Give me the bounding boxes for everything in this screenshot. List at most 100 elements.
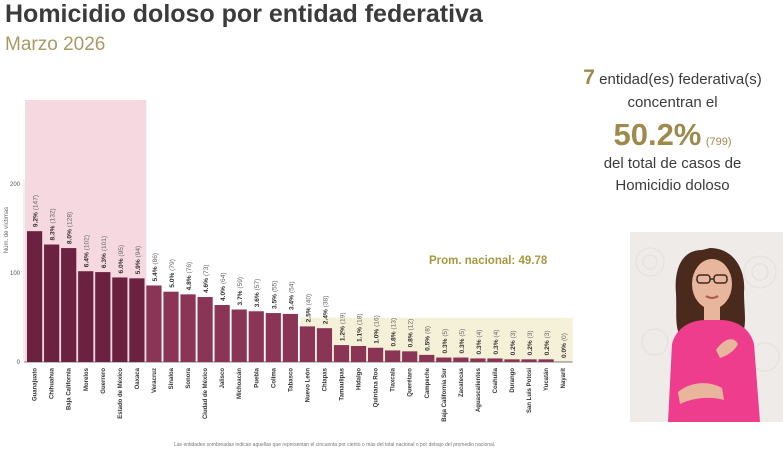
bar <box>95 272 111 362</box>
category-label: Puebla <box>254 367 260 387</box>
bar <box>248 311 264 362</box>
bar-value-label: 0.2% (3) <box>527 330 534 355</box>
summary-line2: concentran el <box>627 94 718 111</box>
bar-value-label: 1.2% (19) <box>340 312 347 341</box>
bar <box>538 359 554 362</box>
summary-line1: entidad(es) federativa(s) <box>599 71 762 88</box>
category-label: Veracruz <box>152 368 158 393</box>
bar <box>299 326 315 362</box>
national-average-label: Prom. nacional: 49.78 <box>429 255 548 267</box>
category-label: Nayarit <box>561 368 567 388</box>
bar <box>436 357 452 362</box>
category-label: Aguascalientes <box>476 367 482 412</box>
category-label: Campeche <box>425 367 431 398</box>
bar <box>61 248 77 362</box>
category-label: Estado de México <box>118 368 124 419</box>
bar <box>44 244 60 362</box>
y-tick-label: 0 <box>17 360 21 366</box>
bar-value-label: 5.4% (86) <box>152 253 159 282</box>
category-label: Ciudad de México <box>203 368 209 419</box>
bar-value-label: 6.3% (101) <box>101 236 108 268</box>
bar <box>265 313 281 362</box>
bar-value-label: 6.0% (95) <box>118 245 125 274</box>
bar-value-label: 3.5% (55) <box>271 280 278 309</box>
bar <box>385 350 401 362</box>
bar-value-label: 0.8% (12) <box>408 319 415 348</box>
bar <box>470 358 486 362</box>
bar-value-label: 4.0% (64) <box>220 272 227 301</box>
bar <box>27 231 43 362</box>
bar <box>487 358 503 362</box>
chart-subtitle: Marzo 2026 <box>5 34 106 55</box>
bar-value-label: 4.8% (76) <box>186 262 193 291</box>
bar-value-label: 1.1% (18) <box>357 313 364 342</box>
bar <box>282 313 298 362</box>
bar <box>350 345 367 362</box>
bar <box>180 294 196 362</box>
bar <box>214 305 230 362</box>
sign-language-interpreter <box>630 232 783 422</box>
category-label: Sonora <box>186 367 192 388</box>
category-label: Baja California <box>67 367 73 410</box>
category-label: Chiapas <box>322 367 328 391</box>
bar-value-label: 0.5% (8) <box>425 326 432 351</box>
bar-value-label: 0.3% (5) <box>459 329 466 354</box>
category-label: Durango <box>510 368 516 393</box>
bar <box>368 347 384 362</box>
category-label: Tamaulipas <box>340 367 346 400</box>
category-label: Colima <box>271 367 277 388</box>
category-label: Sinaloa <box>169 367 175 389</box>
category-label: Michoacán <box>237 368 243 399</box>
summary-line4: Homicidio doloso <box>615 177 730 194</box>
bar-value-label: 6.4% (102) <box>84 235 91 267</box>
category-label: San Luis Potosí <box>527 368 533 413</box>
bar-value-label: 1.0% (16) <box>374 315 381 344</box>
bar <box>197 297 213 362</box>
bar-chart: 0 100 200 Núm. de víctimas 9.2% (147) Guanaju… <box>4 100 573 422</box>
category-label: Zacatecas <box>459 367 465 397</box>
summary-panel: 7 entidad(es) federativa(s) concentran e… <box>562 66 783 194</box>
y-tick-label: 200 <box>10 182 21 188</box>
category-label: Nuevo León <box>305 368 311 403</box>
bar-value-label: 0.8% (13) <box>391 318 398 347</box>
summary-cases: (799) <box>705 136 732 148</box>
category-label: Tabasco <box>288 368 294 392</box>
bar-value-label: 0.3% (4) <box>476 330 483 355</box>
bar-value-label: 0.0% (0) <box>561 333 568 358</box>
chart-title: Homicidio doloso por entidad federativa <box>5 0 483 28</box>
y-tick-label: 100 <box>10 271 21 277</box>
category-label: Morelos <box>84 367 90 391</box>
bar <box>316 328 333 362</box>
bar-value-label: 8.0% (128) <box>67 212 74 244</box>
summary-count: 7 <box>583 66 595 89</box>
y-axis-title: Núm. de víctimas <box>4 207 10 253</box>
bar <box>231 309 247 362</box>
bar-value-label: 2.4% (38) <box>322 296 329 325</box>
bar-value-label: 3.7% (59) <box>237 277 244 306</box>
category-label: Guerrero <box>101 368 107 394</box>
bar-value-label: 9.2% (147) <box>33 195 40 227</box>
category-label: Guanajuato <box>33 368 39 401</box>
bar <box>402 351 418 362</box>
bar-value-label: 8.3% (132) <box>50 208 57 240</box>
summary-percent: 50.2% <box>613 117 702 152</box>
bar <box>163 291 179 362</box>
category-label: Coahuila <box>493 367 499 393</box>
bar <box>453 357 469 362</box>
bar-value-label: 4.6% (73) <box>203 264 210 293</box>
category-label: Yucatán <box>544 368 550 391</box>
bar-value-label: 0.3% (4) <box>493 330 500 355</box>
bar-value-label: 0.2% (3) <box>510 330 517 355</box>
summary-line3: del total de casos de <box>603 155 742 172</box>
bar <box>78 271 94 362</box>
bar-value-label: 5.9% (94) <box>135 246 142 275</box>
bar <box>419 354 435 362</box>
bar <box>129 278 145 362</box>
footnote: Las entidades sombreadas indican aquella… <box>174 442 496 448</box>
bar-value-label: 3.6% (57) <box>254 279 261 308</box>
category-label: Hidalgo <box>357 368 363 390</box>
category-label: Jalisco <box>220 368 226 389</box>
category-label: Quintana Roo <box>374 368 380 408</box>
bar <box>521 359 537 362</box>
bar-value-label: 3.4% (54) <box>288 281 295 310</box>
